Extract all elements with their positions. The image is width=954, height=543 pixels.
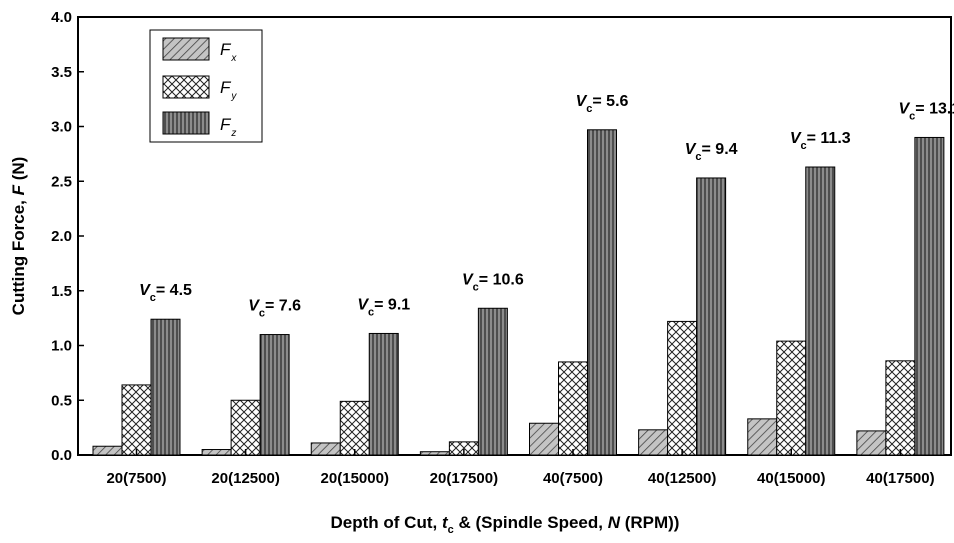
legend-label-fy: Fy <box>220 78 237 102</box>
y-tick-label: 3.5 <box>51 64 72 81</box>
bar-fx-7 <box>856 430 887 456</box>
bar-fy-6 <box>776 340 807 456</box>
bar-fy-4 <box>558 361 588 456</box>
x-tick-label: 20(17500) <box>430 470 498 487</box>
bar-fz-1 <box>259 334 290 456</box>
x-axis-title: Depth of Cut, tc & (Spindle Speed, N (RP… <box>331 513 680 536</box>
bar-fy-2 <box>339 400 370 456</box>
y-tick-label: 3.0 <box>51 119 72 136</box>
bar-fz-2 <box>368 332 399 456</box>
y-axis-ticks: 0.0 0.5 1.0 1.5 2.0 2.5 3.0 3.5 4.0 <box>51 9 84 464</box>
bar-fy-1 <box>230 399 261 456</box>
x-tick-label: 40(7500) <box>543 470 603 487</box>
legend-swatch-fz <box>162 111 210 135</box>
bar-fx-5 <box>638 429 669 456</box>
legend-swatch-fx <box>162 37 210 61</box>
bar-fx-3 <box>419 451 450 456</box>
y-tick-label: 2.0 <box>51 228 72 245</box>
x-tick-label: 40(12500) <box>648 470 716 487</box>
vc-annotation-2: Vc= 9.1 <box>357 296 410 318</box>
legend: Fx Fy Fz <box>149 29 263 143</box>
bar-fy-7 <box>885 360 916 456</box>
y-axis-title: Cutting Force, F (N) <box>9 157 28 316</box>
legend-swatch-fy <box>162 75 210 99</box>
vc-annotation-1: Vc= 7.6 <box>248 298 301 320</box>
bar-fz-4 <box>587 129 617 456</box>
y-tick-label: 1.5 <box>51 283 72 300</box>
bar-fz-7 <box>914 136 945 456</box>
vc-annotation-7: Vc= 13.1 <box>899 100 954 122</box>
y-tick-label: 1.0 <box>51 338 72 355</box>
bar-fx-0 <box>92 445 123 456</box>
bar-fz-0 <box>150 318 181 456</box>
bar-fx-1 <box>201 449 232 456</box>
vc-annotation-4: Vc= 5.6 <box>576 93 629 115</box>
y-tick-label: 2.5 <box>51 173 72 190</box>
annotations-layer: Vc= 4.5 Vc= 7.6 Vc= 9.1 Vc= 10.6 Vc= 5.6 Vc= … <box>139 93 954 320</box>
x-tick-label: 40(17500) <box>866 470 934 487</box>
legend-label-fx: Fx <box>220 40 237 64</box>
x-tick-label: 40(15000) <box>757 470 825 487</box>
vc-annotation-0: Vc= 4.5 <box>139 282 192 304</box>
bars-layer <box>92 129 945 456</box>
vc-annotation-5: Vc= 9.4 <box>685 141 738 163</box>
bar-fz-5 <box>696 177 727 456</box>
bar-fz-6 <box>805 166 836 456</box>
bar-fx-4 <box>529 422 559 456</box>
x-axis-ticks: 20(7500) 20(12500) 20(15000) 20(17500) 40(75… <box>106 449 935 487</box>
bar-fx-6 <box>747 418 778 456</box>
y-tick-label: 4.0 <box>51 9 72 26</box>
y-tick-label: 0.0 <box>51 447 72 464</box>
legend-label-fz: Fz <box>220 115 236 139</box>
vc-annotation-3: Vc= 10.6 <box>462 271 524 293</box>
x-tick-label: 20(7500) <box>106 470 166 487</box>
x-tick-label: 20(12500) <box>211 470 279 487</box>
bar-fy-0 <box>121 384 152 456</box>
y-tick-label: 0.5 <box>51 392 72 409</box>
bar-fy-5 <box>667 320 698 456</box>
vc-annotation-6: Vc= 11.3 <box>790 130 851 152</box>
bar-fz-3 <box>477 307 508 456</box>
bar-fx-2 <box>310 442 341 456</box>
x-tick-label: 20(15000) <box>321 470 389 487</box>
